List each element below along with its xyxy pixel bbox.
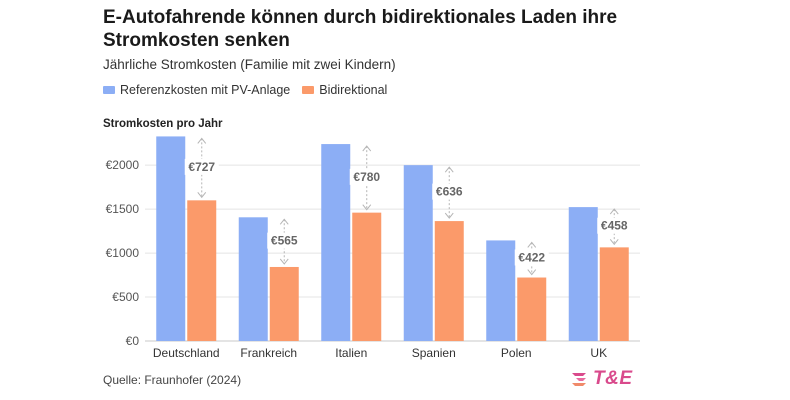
chart-title: E-Autofahrende können durch bidirektiona…	[103, 7, 618, 51]
x-tick-label: Spanien	[412, 346, 456, 360]
bar-reference	[486, 240, 516, 341]
arrowhead-up	[444, 166, 454, 173]
legend: Referenzkosten mit PV-Anlage Bidirektion…	[103, 83, 399, 97]
x-tick-labels: Deutschland Frankreich Italien Spanien Polen…	[153, 346, 607, 360]
te-logo-stripes-icon	[572, 373, 586, 386]
y-tick-label: €0	[126, 334, 140, 348]
y-axis-label: Stromkosten pro Jahr	[103, 118, 223, 130]
arrowhead-up	[279, 218, 289, 225]
arrowhead-down	[527, 269, 537, 276]
annotation-bg	[432, 183, 467, 200]
bar-bidirectional	[434, 221, 464, 341]
annotation-bg	[184, 158, 219, 175]
bar-reference	[238, 217, 268, 341]
legend-label-bidirectional: Bidirektional	[319, 83, 388, 97]
arrowhead-down	[197, 192, 207, 199]
x-tick-label: UK	[590, 346, 607, 360]
legend-swatch-reference	[103, 86, 115, 94]
arrowhead-down	[279, 258, 289, 265]
difference-annotations: €727 €565 €780 €636 €422 €458	[184, 137, 632, 276]
source-note: Quelle: Fraunhofer (2024)	[103, 373, 242, 387]
annotation-bg	[514, 249, 549, 266]
chart-subtitle: Jährliche Stromkosten (Familie mit zwei …	[103, 57, 396, 72]
difference-label: €636	[436, 185, 463, 199]
arrowhead-up	[609, 208, 619, 215]
y-tick-label: €2000	[106, 158, 140, 172]
arrowhead-up	[362, 145, 372, 152]
arrowhead-down	[609, 239, 619, 246]
bar-bidirectional	[187, 200, 217, 341]
x-tick-label: Polen	[501, 346, 532, 360]
y-tick-label: €500	[112, 290, 139, 304]
y-tick-labels: €0 €500 €1000 €1500 €2000	[106, 158, 140, 348]
legend-item-reference: Referenzkosten mit PV-Anlage	[103, 83, 290, 97]
annotation-bg	[349, 168, 384, 185]
bar-reference	[403, 165, 433, 341]
legend-label-reference: Referenzkosten mit PV-Anlage	[120, 83, 291, 97]
x-tick-label: Deutschland	[153, 346, 220, 360]
arrowhead-down	[444, 212, 454, 219]
annotation-bg	[267, 232, 302, 249]
gridlines	[145, 164, 640, 342]
te-logo-text: T&E	[593, 368, 633, 389]
bar-reference	[321, 144, 351, 341]
bar-bidirectional	[352, 212, 382, 341]
difference-label: €780	[353, 170, 380, 184]
difference-label: €565	[271, 234, 298, 248]
difference-label: €458	[601, 219, 628, 233]
x-tick-label: Italien	[335, 346, 367, 360]
bar-reference	[156, 136, 186, 341]
arrowhead-up	[197, 137, 207, 144]
arrowhead-down	[362, 204, 372, 211]
y-tick-label: €1000	[106, 246, 140, 260]
bar-reference	[568, 207, 598, 341]
bar-bidirectional	[517, 277, 547, 341]
bars	[156, 136, 629, 341]
y-tick-label: €1500	[106, 202, 140, 216]
arrowhead-up	[527, 241, 537, 248]
legend-item-bidirectional: Bidirektional	[302, 83, 387, 97]
bar-bidirectional	[599, 247, 629, 341]
x-tick-label: Frankreich	[240, 346, 297, 360]
bar-bidirectional	[269, 266, 299, 341]
legend-swatch-bidirectional	[302, 86, 315, 94]
difference-label: €422	[518, 250, 545, 264]
annotation-bg	[597, 217, 632, 234]
difference-label: €727	[188, 160, 215, 174]
te-logo: T&E	[570, 368, 633, 390]
